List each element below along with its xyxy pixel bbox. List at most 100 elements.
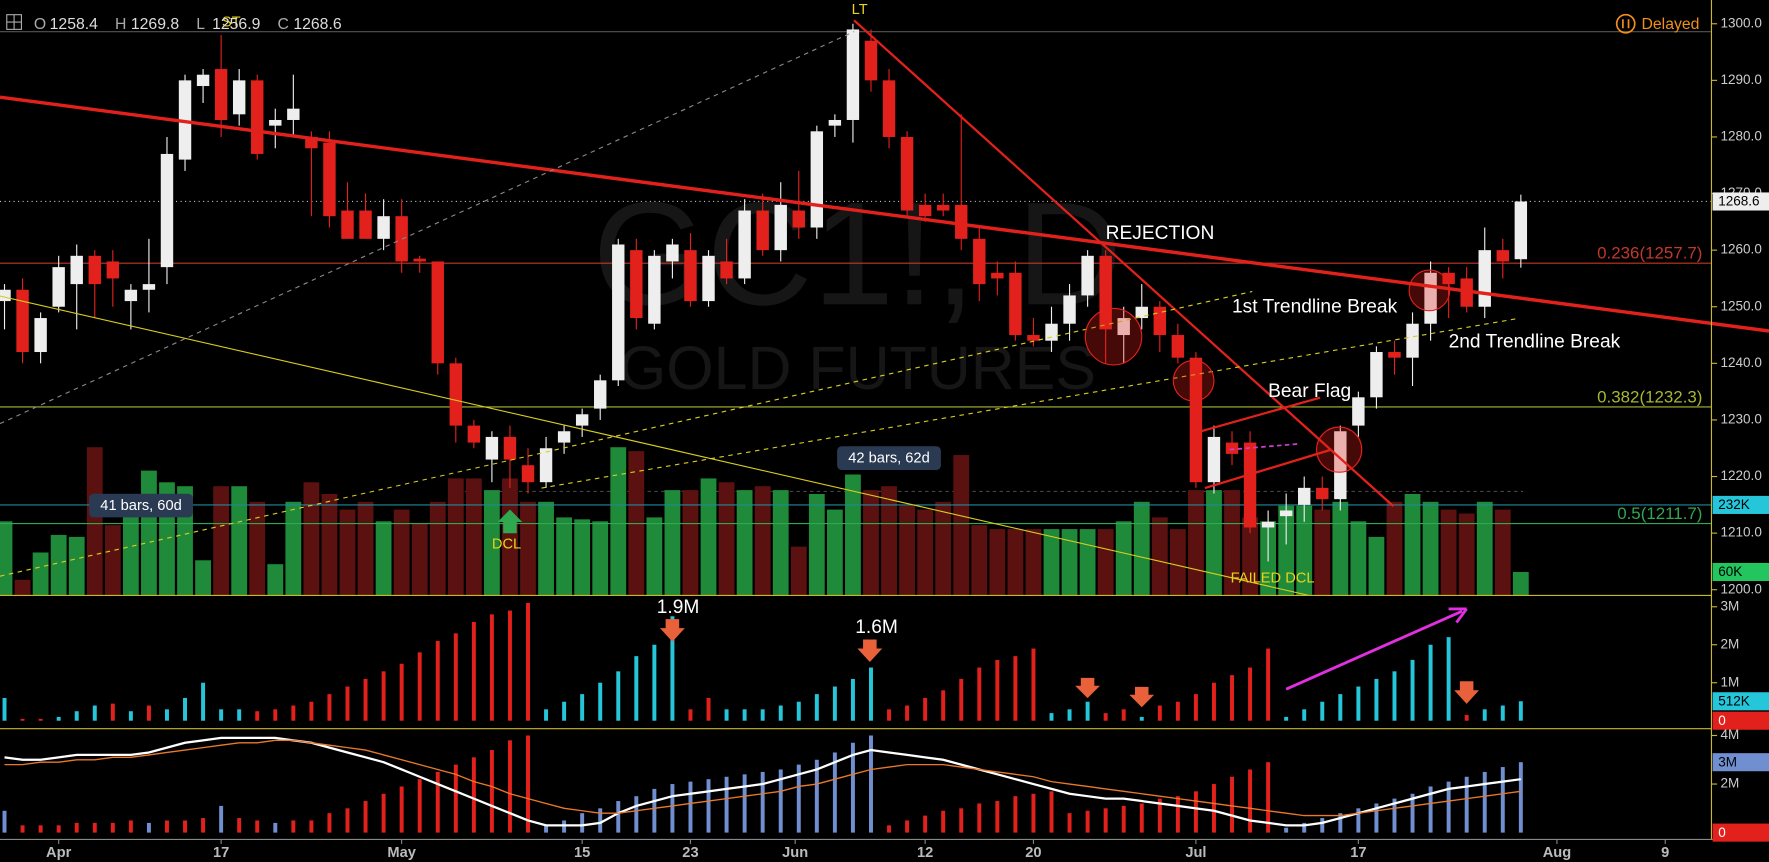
annotation: 1.6M — [855, 617, 898, 638]
indicator-bar — [219, 709, 224, 721]
candle-body — [918, 204, 932, 217]
indicator-bar — [1013, 796, 1018, 833]
indicator-bar — [832, 752, 837, 833]
volume-bar — [1025, 529, 1042, 596]
volume-bar — [1242, 517, 1258, 596]
candle-body — [720, 261, 733, 279]
candle-body — [70, 255, 83, 285]
indicator-bar — [1031, 793, 1036, 833]
indicator-bar — [1157, 798, 1162, 833]
ohlc-key: O — [34, 16, 46, 33]
candle-body — [1334, 431, 1347, 500]
indicator-bar — [1284, 827, 1289, 833]
volume-bar — [1188, 490, 1204, 596]
indicator-bar — [1284, 716, 1289, 721]
indicator-bar — [219, 805, 224, 833]
volume-bar — [1061, 529, 1078, 596]
volume-bar — [1368, 536, 1385, 596]
indicator-bar — [507, 740, 512, 833]
candle-body — [864, 40, 878, 81]
candle-body — [1406, 323, 1419, 358]
annotation: FAILED DCL — [1231, 570, 1315, 586]
annotation: LT — [852, 2, 868, 18]
y-tick-label: 2M — [1720, 636, 1739, 651]
candle-body — [1370, 352, 1383, 398]
candle-body — [828, 119, 842, 126]
candle-body — [232, 80, 246, 115]
price-tag-label: 512K — [1718, 693, 1750, 708]
indicator-bar — [1139, 716, 1144, 721]
indicator-bar — [255, 711, 260, 721]
indicator-bar — [1446, 781, 1451, 833]
indicator-bar — [309, 701, 314, 721]
indicator-bar — [526, 735, 530, 833]
indicator-bar — [814, 759, 819, 833]
axes: Apr 17 May 15 23 Jun 12 20 Jul 17 Aug 9 1200.0 1210.0… — [46, 15, 1769, 861]
volume-bar — [122, 494, 139, 596]
candle-body — [377, 216, 390, 239]
indicator-bar — [1482, 771, 1487, 833]
fib-label: 0.236(1257.7) — [1597, 244, 1702, 263]
indicator-bar — [688, 709, 693, 721]
indicator-bar — [2, 697, 7, 721]
indicator-bar — [20, 718, 25, 721]
indicator-bar — [435, 771, 440, 833]
volume-bar — [339, 509, 356, 596]
indicator-bar — [399, 786, 404, 833]
indicator-bar — [778, 705, 783, 721]
menu-icon — [6, 14, 22, 30]
y-tick-label: 1210.0 — [1720, 525, 1761, 540]
indicator-bar — [273, 709, 278, 721]
y-tick-label: 1230.0 — [1720, 412, 1761, 427]
status-icon — [1622, 19, 1630, 29]
indicator-bar — [1320, 818, 1325, 833]
price-tag-label: 0 — [1718, 713, 1726, 728]
indicator-bar — [1356, 686, 1361, 721]
indicator-bar — [165, 709, 169, 721]
indicator-bar — [183, 820, 188, 833]
price-tag — [1712, 711, 1769, 730]
volume-bar — [754, 486, 771, 596]
candle-body — [1153, 306, 1167, 336]
indicator-bar — [74, 822, 79, 833]
candle-body — [882, 80, 896, 137]
indicator-bar — [923, 815, 928, 833]
indicator-bar — [327, 694, 332, 721]
volume-bar — [1007, 529, 1024, 596]
candle-body — [936, 204, 950, 211]
volume-bar — [447, 478, 464, 596]
trendline — [853, 19, 1395, 507]
x-tick-label: May — [387, 845, 416, 861]
candle-body — [756, 210, 769, 251]
flag-line — [1229, 443, 1298, 451]
candle-body — [34, 318, 47, 353]
watermark: GC1!, D — [593, 172, 1123, 336]
arrow-head — [1448, 607, 1468, 624]
indicator-bar — [1211, 682, 1216, 721]
volume-bar — [935, 501, 952, 596]
indicator-bar — [1410, 793, 1415, 833]
volume-bar — [1115, 521, 1132, 596]
indicator-bar — [634, 796, 639, 833]
candle-body — [1081, 255, 1094, 296]
x-tick-label: 9 — [1661, 845, 1669, 861]
price-tag-label: 232K — [1718, 497, 1750, 512]
indicator-bar — [201, 818, 206, 833]
arrow — [659, 619, 685, 642]
indicator-bar — [706, 697, 711, 721]
x-tick-label: Jul — [1185, 845, 1206, 861]
candle-body — [287, 108, 300, 120]
indicator-bar — [1374, 678, 1379, 721]
volume-bar — [14, 579, 31, 596]
volume-bar — [1151, 517, 1168, 596]
volume-bar — [195, 560, 211, 596]
candle-body — [1279, 510, 1293, 517]
candle-body — [900, 136, 914, 211]
candle-body — [684, 250, 697, 302]
candle-body — [305, 136, 318, 149]
volume-bar — [953, 455, 970, 596]
annotation: 41 bars, 60d — [100, 498, 181, 514]
indicator-bar — [309, 820, 314, 833]
trendline — [0, 95, 1769, 333]
